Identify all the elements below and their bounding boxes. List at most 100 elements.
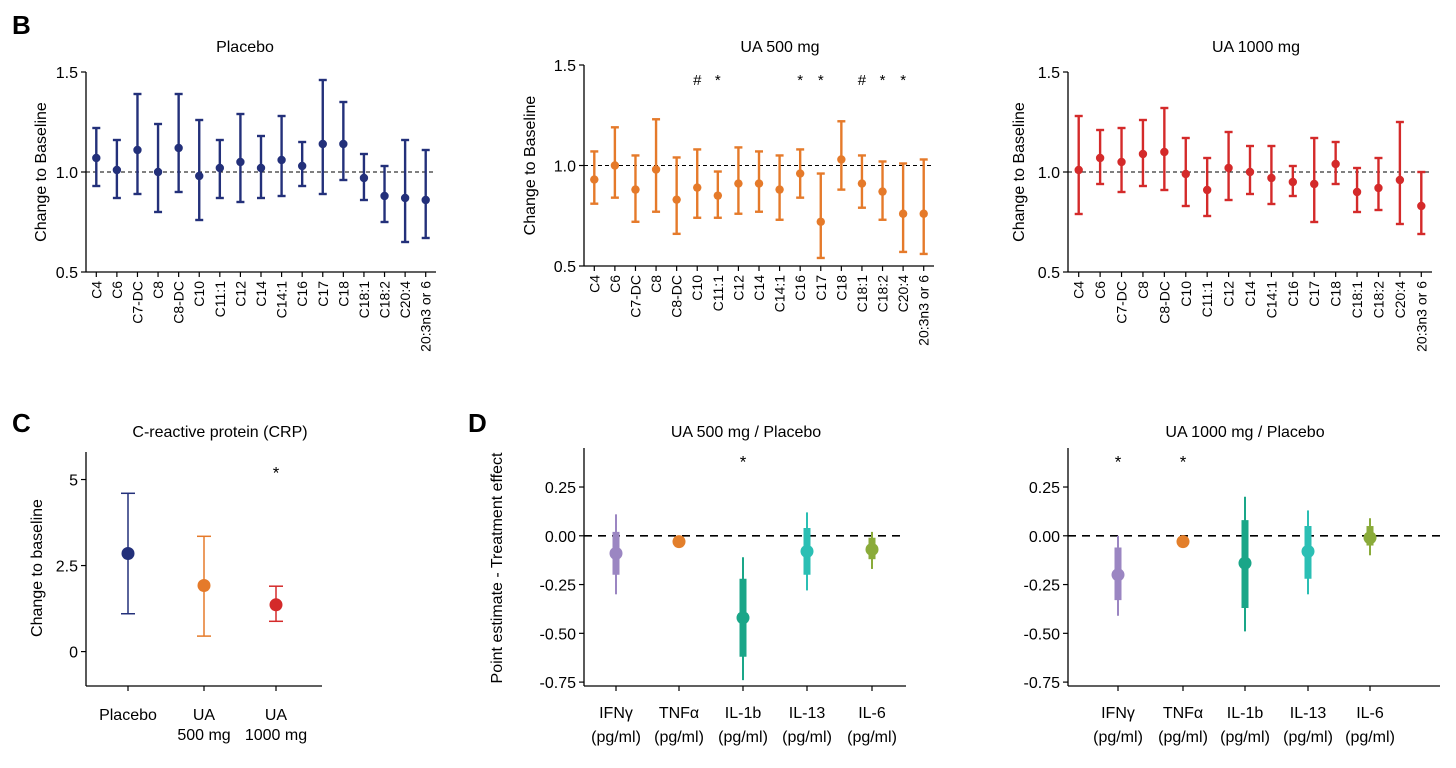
placebo-point xyxy=(133,145,142,155)
ua1000-point xyxy=(1202,185,1212,195)
ua500-xtick-label: C11:1 xyxy=(710,275,726,312)
cyt1000-xtick-label: TNFα xyxy=(1163,705,1203,722)
crp-ytick-label: 2.5 xyxy=(56,559,78,576)
ua500-xtick-label: C14 xyxy=(751,275,767,301)
ua1000-xtick-label: C10 xyxy=(1178,281,1194,307)
cyt1000-point xyxy=(1111,568,1125,582)
placebo-xtick-label: C16 xyxy=(294,281,310,307)
crp-xtick-label: UA xyxy=(193,707,216,724)
ua500-point xyxy=(590,175,599,184)
crp-point xyxy=(269,598,283,612)
ua500-point xyxy=(837,155,846,164)
ua1000-ytick-label: 0.5 xyxy=(1038,265,1060,282)
ua1000-xtick-label: C8-DC xyxy=(1156,281,1172,324)
cyt500-ytick-label: -0.25 xyxy=(540,578,577,595)
crp-xtick-label: 500 mg xyxy=(177,727,230,744)
cyt1000-title: UA 1000 mg / Placebo xyxy=(1165,424,1324,441)
panel-placebo: Placebo Change to Baseline 0.5 1.0 1.5 C4 C6 C7… xyxy=(33,39,436,352)
crp-ytick-label: 0 xyxy=(69,645,78,662)
placebo-xtick-label: C18:2 xyxy=(377,281,393,319)
cyt500-xtick-label: IL-6 xyxy=(858,705,886,722)
cyt500-xtick-label: IFNγ xyxy=(599,705,633,722)
cyt500-xtick-label: TNFα xyxy=(659,705,699,722)
ua1000-point xyxy=(1160,147,1169,157)
cyt500-point xyxy=(736,611,750,625)
cyt500-significance-mark: * xyxy=(740,453,747,472)
cyt1000-ytick-label: -0.75 xyxy=(1024,675,1061,692)
ua500-xtick-label: C17 xyxy=(813,275,829,301)
cyt1000-xtick-label: (pg/ml) xyxy=(1283,729,1333,746)
placebo-ytick-label: 1.5 xyxy=(56,65,78,82)
placebo-point xyxy=(339,139,348,149)
cyt1000-xtick-label: IFNγ xyxy=(1101,705,1135,722)
cyt500-point xyxy=(865,542,879,556)
crp-ylabel: Change to baseline xyxy=(29,499,46,637)
ua500-significance-mark: * xyxy=(880,72,886,89)
placebo-xtick-label: 20:3n3 or 6 xyxy=(418,281,434,352)
ua500-point xyxy=(919,209,928,218)
ua500-ytick-label: 1.5 xyxy=(554,58,576,75)
ua1000-point xyxy=(1310,179,1319,189)
placebo-point xyxy=(318,139,327,149)
ua500-ytick-label: 0.5 xyxy=(554,259,576,276)
ua1000-xtick-label: C14 xyxy=(1242,281,1258,307)
placebo-xtick-label: C8-DC xyxy=(171,281,187,324)
placebo-title: Placebo xyxy=(216,39,274,56)
ua1000-xtick-label: C18:1 xyxy=(1349,281,1365,319)
ua500-point xyxy=(857,179,867,188)
placebo-xtick-label: C4 xyxy=(88,281,104,299)
placebo-ylabel: Change to Baseline xyxy=(33,102,50,242)
ua500-ylabel: Change to Baseline xyxy=(522,96,539,236)
cyt1000-point xyxy=(1176,535,1190,549)
ua500-significance-mark: * xyxy=(797,72,803,89)
ua1000-xtick-label: C18:2 xyxy=(1370,281,1386,319)
ua500-xtick-label: C14:1 xyxy=(772,275,788,313)
placebo-ytick-label: 1.0 xyxy=(56,165,78,182)
cyt1000-point xyxy=(1363,531,1377,545)
ua1000-point xyxy=(1074,165,1083,175)
panel-crp: C-reactive protein (CRP) Change to baseli… xyxy=(29,424,322,744)
cyt1000-point xyxy=(1301,544,1315,558)
crp-xtick-label: 1000 mg xyxy=(245,727,307,744)
ua500-point xyxy=(754,179,764,188)
ua1000-ytick-label: 1.5 xyxy=(1038,65,1060,82)
placebo-point xyxy=(421,195,430,205)
cyt1000-ytick-label: 0.00 xyxy=(1029,529,1060,546)
ua1000-xtick-label: C6 xyxy=(1092,281,1108,299)
cyt500-ytick-label: -0.50 xyxy=(540,626,577,643)
crp-title: C-reactive protein (CRP) xyxy=(132,424,307,441)
panel-cyt500: UA 500 mg / Placebo Point estimate - Trea… xyxy=(489,424,906,746)
panel-ua1000: UA 1000 mg Change to Baseline 0.5 1.0 1.5 C4 C… xyxy=(1011,39,1432,352)
placebo-xtick-label: C20:4 xyxy=(397,281,413,319)
panel-letter-c: C xyxy=(12,408,31,438)
cyt1000-xtick-label: (pg/ml) xyxy=(1345,729,1395,746)
ua500-point xyxy=(651,165,661,174)
ua500-significance-mark: * xyxy=(818,72,824,89)
ua1000-xtick-label: C20:4 xyxy=(1392,281,1408,319)
ua1000-point xyxy=(1267,173,1276,183)
ua1000-point xyxy=(1417,201,1426,211)
ua500-significance-mark: # xyxy=(693,72,702,89)
crp-point xyxy=(121,547,135,561)
ua1000-point xyxy=(1224,163,1233,173)
cyt500-xtick-label: IL-1b xyxy=(725,705,762,722)
ua1000-point xyxy=(1374,183,1383,193)
ua1000-point xyxy=(1117,157,1126,167)
crp-significance-mark: * xyxy=(273,464,280,483)
ua500-xtick-label: C7-DC xyxy=(627,275,643,318)
placebo-xtick-label: C8 xyxy=(150,281,166,299)
crp-xtick-label: UA xyxy=(265,707,288,724)
ua1000-xtick-label: C4 xyxy=(1071,281,1087,299)
cyt500-ytick-label: 0.00 xyxy=(545,529,576,546)
cyt1000-xtick-label: (pg/ml) xyxy=(1158,729,1208,746)
ua500-xtick-label: C18:1 xyxy=(854,275,870,313)
ua500-xtick-label: C6 xyxy=(607,275,623,293)
cyt1000-xtick-label: (pg/ml) xyxy=(1093,729,1143,746)
ua1000-point xyxy=(1245,167,1255,177)
ua500-ytick-label: 1.0 xyxy=(554,159,576,176)
ua500-point xyxy=(713,191,723,200)
ua500-point xyxy=(816,217,825,226)
cyt1000-xtick-label: (pg/ml) xyxy=(1220,729,1270,746)
